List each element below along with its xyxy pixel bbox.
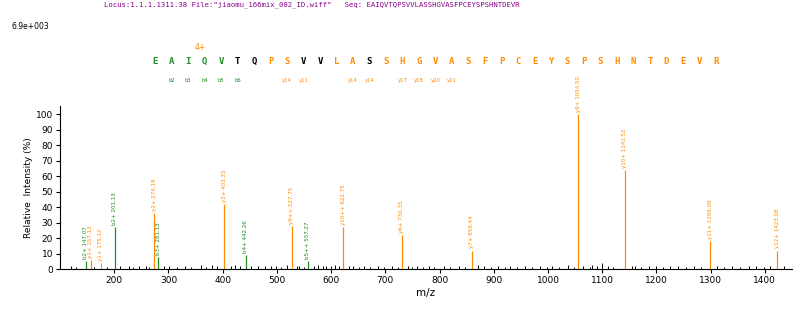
Text: b2: b2 [168,78,175,83]
Text: y2+ 274.19: y2+ 274.19 [152,179,157,211]
Text: b5: b5 [218,78,224,83]
Text: S: S [598,57,603,66]
Text: I: I [186,57,190,66]
Text: S: S [466,57,471,66]
Text: Locus:1.1.1.1311.38 File:"jiaomu_166mix_002_ID.wiff"   Seq: EAIQVTQPSVVLASSHGVAS: Locus:1.1.1.1311.38 File:"jiaomu_166mix_… [104,2,520,8]
Text: A: A [169,57,174,66]
Text: P: P [582,57,586,66]
Text: b2+ 147.07: b2+ 147.07 [83,227,88,259]
Text: H: H [400,57,405,66]
Text: H: H [614,57,620,66]
Text: T: T [235,57,240,66]
Text: y6+ 730.35: y6+ 730.35 [399,201,404,233]
Text: y14: y14 [365,78,374,83]
Text: V: V [218,57,224,66]
Text: V: V [697,57,702,66]
Text: y11+ 1299.09: y11+ 1299.09 [708,200,713,239]
Text: y7+ 859.44: y7+ 859.44 [470,216,474,249]
Text: y12+ 1423.08: y12+ 1423.08 [775,209,780,249]
Text: y9++ 527.75: y9++ 527.75 [290,187,294,224]
Text: V: V [433,57,438,66]
Text: F: F [482,57,488,66]
Text: T: T [647,57,653,66]
Text: y18: y18 [414,78,424,83]
Text: R: R [714,57,718,66]
Text: y10++ 622.75: y10++ 622.75 [341,184,346,225]
Text: S: S [383,57,389,66]
Text: b3+ 281.13: b3+ 281.13 [156,222,161,255]
Text: Y: Y [548,57,554,66]
Text: E: E [532,57,537,66]
Y-axis label: Relative  Intensity (%): Relative Intensity (%) [24,137,33,238]
Text: C: C [515,57,521,66]
X-axis label: m/z: m/z [417,288,435,298]
Text: Q: Q [251,57,257,66]
Text: E: E [152,57,158,66]
Text: y14: y14 [282,78,292,83]
Text: y21: y21 [447,78,457,83]
Text: y1+ 157.13: y1+ 157.13 [89,225,94,258]
Text: P: P [268,57,273,66]
Text: b4+ 442.26: b4+ 442.26 [243,220,248,253]
Text: b6: b6 [234,78,241,83]
Text: y1+ 175.12: y1+ 175.12 [98,228,103,261]
Text: E: E [680,57,686,66]
Text: D: D [664,57,669,66]
Text: 6.9e+003: 6.9e+003 [12,22,50,31]
Text: y3+ 403.25: y3+ 403.25 [222,170,227,202]
Text: y11: y11 [298,78,309,83]
Text: b2+ 201.13: b2+ 201.13 [112,192,118,225]
Text: b5++ 557.27: b5++ 557.27 [306,222,310,259]
Text: Q: Q [202,57,207,66]
Text: P: P [499,57,504,66]
Text: V: V [318,57,322,66]
Text: L: L [334,57,339,66]
Text: V: V [301,57,306,66]
Text: 4+: 4+ [195,43,206,52]
Text: S: S [284,57,290,66]
Text: y14: y14 [348,78,358,83]
Text: b4: b4 [201,78,208,83]
Text: y20: y20 [430,78,441,83]
Text: N: N [631,57,636,66]
Text: y9+ 1054.50: y9+ 1054.50 [575,76,581,112]
Text: A: A [350,57,356,66]
Text: G: G [416,57,422,66]
Text: A: A [450,57,454,66]
Text: S: S [565,57,570,66]
Text: y17: y17 [398,78,407,83]
Text: S: S [367,57,372,66]
Text: y10+ 1141.52: y10+ 1141.52 [622,128,627,168]
Text: b3: b3 [185,78,191,83]
